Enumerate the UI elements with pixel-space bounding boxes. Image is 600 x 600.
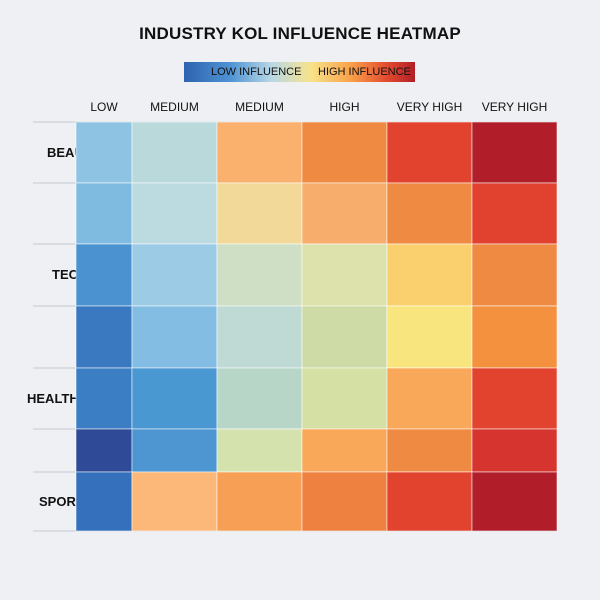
heatmap-cell — [386, 182, 473, 245]
heatmap-cell — [471, 243, 558, 307]
heatmap-cell — [75, 305, 133, 369]
heatmap-cell — [216, 305, 303, 369]
heatmap-cell — [301, 182, 388, 245]
heatmap-cell — [386, 305, 473, 369]
column-label: LOW — [90, 100, 118, 114]
column-label: MEDIUM — [235, 100, 284, 114]
heatmap-cell — [131, 305, 218, 369]
heatmap-cell — [301, 243, 388, 307]
heatmap-cell — [301, 428, 388, 473]
heatmap-cell — [131, 121, 218, 184]
heatmap-cell — [216, 243, 303, 307]
heatmap-cell — [301, 305, 388, 369]
heatmap-cell — [131, 243, 218, 307]
chart-title: INDUSTRY KOL INFLUENCE HEATMAP — [139, 24, 461, 43]
heatmap-cell — [131, 182, 218, 245]
heatmap-cell — [131, 471, 218, 532]
heatmap-cell — [75, 428, 133, 473]
heatmap-cell — [471, 367, 558, 430]
heatmap-cell — [386, 428, 473, 473]
heatmap-cell — [386, 367, 473, 430]
heatmap-cell — [471, 471, 558, 532]
column-label: MEDIUM — [150, 100, 199, 114]
heatmap-cell — [471, 182, 558, 245]
heatmap-cell — [386, 471, 473, 532]
legend-low-label: LOW INFLUENCE — [211, 66, 302, 78]
heatmap-cell — [131, 367, 218, 430]
heatmap-cell — [471, 121, 558, 184]
heatmap-cell — [301, 367, 388, 430]
heatmap-cell — [301, 121, 388, 184]
heatmap-cell — [216, 367, 303, 430]
heatmap-cell — [216, 428, 303, 473]
heatmap-cell — [216, 121, 303, 184]
heatmap-cell — [471, 428, 558, 473]
column-label: HIGH — [329, 100, 360, 114]
column-label: VERY HIGH — [396, 100, 463, 114]
column-label: VERY HIGH — [481, 100, 548, 114]
color-legend: LOW INFLUENCE HIGH INFLUENCE — [184, 62, 415, 82]
heatmap-cell — [386, 121, 473, 184]
heatmap-cell — [131, 428, 218, 473]
heatmap-cell — [75, 182, 133, 245]
heatmap-cell — [75, 471, 133, 532]
heatmap-cell — [216, 182, 303, 245]
heatmap-cell — [75, 367, 133, 430]
heatmap-cell — [75, 121, 133, 184]
heatmap-cell — [216, 471, 303, 532]
heatmap-cell — [75, 243, 133, 307]
heatmap-cell — [386, 243, 473, 307]
legend-high-label: HIGH INFLUENCE — [318, 66, 411, 78]
heatmap-cell — [471, 305, 558, 369]
heatmap-cell — [301, 471, 388, 532]
